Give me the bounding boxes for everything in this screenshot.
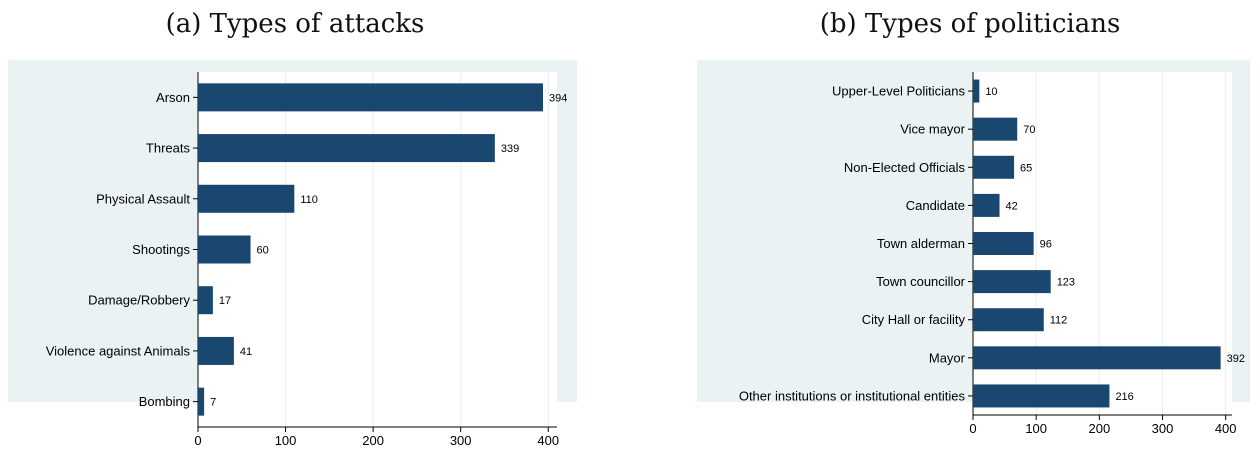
data-label: 42	[1006, 200, 1018, 212]
category-label: Non-Elected Officials	[844, 160, 966, 175]
bar	[198, 134, 495, 163]
category-label: Upper-Level Politicians	[832, 84, 965, 99]
category-label: Threats	[146, 141, 191, 156]
category-label: Violence against Animals	[46, 343, 191, 358]
category-label: Bombing	[139, 394, 190, 409]
bar	[973, 308, 1044, 332]
data-label: 41	[240, 346, 252, 358]
x-tick-label: 300	[450, 433, 472, 448]
bar	[973, 155, 1015, 179]
data-label: 10	[985, 86, 997, 98]
bar	[973, 117, 1018, 141]
chart-caption: (a) Types of attacks	[165, 9, 425, 39]
data-label: 65	[1020, 162, 1032, 174]
category-label: Other institutions or institutional enti…	[739, 388, 966, 403]
x-tick-label: 0	[969, 421, 976, 436]
bar	[198, 184, 295, 213]
data-label: 123	[1057, 277, 1075, 289]
bar	[198, 387, 205, 416]
data-label: 110	[300, 194, 318, 206]
category-label: Candidate	[906, 198, 965, 213]
x-tick-label: 300	[1152, 421, 1174, 436]
data-label: 70	[1023, 124, 1035, 136]
bar	[973, 232, 1034, 255]
category-label: Mayor	[929, 350, 966, 365]
chart-caption: (b) Types of politicians	[819, 9, 1121, 39]
category-label: City Hall or facility	[862, 312, 966, 327]
bar	[973, 384, 1110, 408]
data-label: 17	[219, 295, 231, 307]
plot-area	[198, 72, 557, 427]
data-label: 60	[257, 245, 269, 257]
category-label: Shootings	[132, 242, 190, 257]
bar	[198, 336, 234, 365]
data-label: 96	[1040, 239, 1052, 251]
category-label: Damage/Robbery	[88, 293, 190, 308]
bar-chart-politicians: 0 100 200 300 400 Upper-Level Politicians 10 Vi…	[697, 60, 1250, 436]
data-label: 216	[1115, 391, 1133, 403]
x-tick-label: 0	[194, 433, 201, 448]
category-label: Town councillor	[876, 274, 966, 289]
x-tick-label: 200	[1088, 421, 1110, 436]
data-label: 392	[1227, 353, 1245, 365]
category-label: Physical Assault	[96, 191, 190, 206]
chart-panel-attacks: (a) Types of attacks 0 100 200 300 400 Arson 3…	[0, 0, 590, 464]
bar	[973, 193, 1000, 217]
bar	[973, 79, 980, 103]
data-label: 7	[210, 397, 216, 409]
bar	[973, 270, 1051, 294]
x-tick-label: 400	[1215, 421, 1237, 436]
bar	[198, 286, 213, 315]
category-label: Arson	[156, 90, 190, 105]
data-label: 112	[1050, 315, 1068, 327]
data-label: 339	[501, 143, 519, 155]
x-tick-label: 200	[362, 433, 384, 448]
bar	[973, 346, 1221, 370]
chart-panel-politicians: (b) Types of politicians 0 100 200 300 400 Up…	[690, 0, 1257, 464]
data-label: 394	[549, 92, 567, 104]
category-label: Vice mayor	[900, 122, 965, 137]
x-tick-label: 100	[275, 433, 297, 448]
category-label: Town alderman	[877, 236, 965, 251]
x-tick-label: 100	[1025, 421, 1047, 436]
x-tick-label: 400	[537, 433, 559, 448]
bar	[198, 235, 251, 264]
bar	[198, 83, 543, 112]
bar-chart-attacks: 0 100 200 300 400 Arson 394 Threats 339 Physical …	[8, 60, 577, 448]
